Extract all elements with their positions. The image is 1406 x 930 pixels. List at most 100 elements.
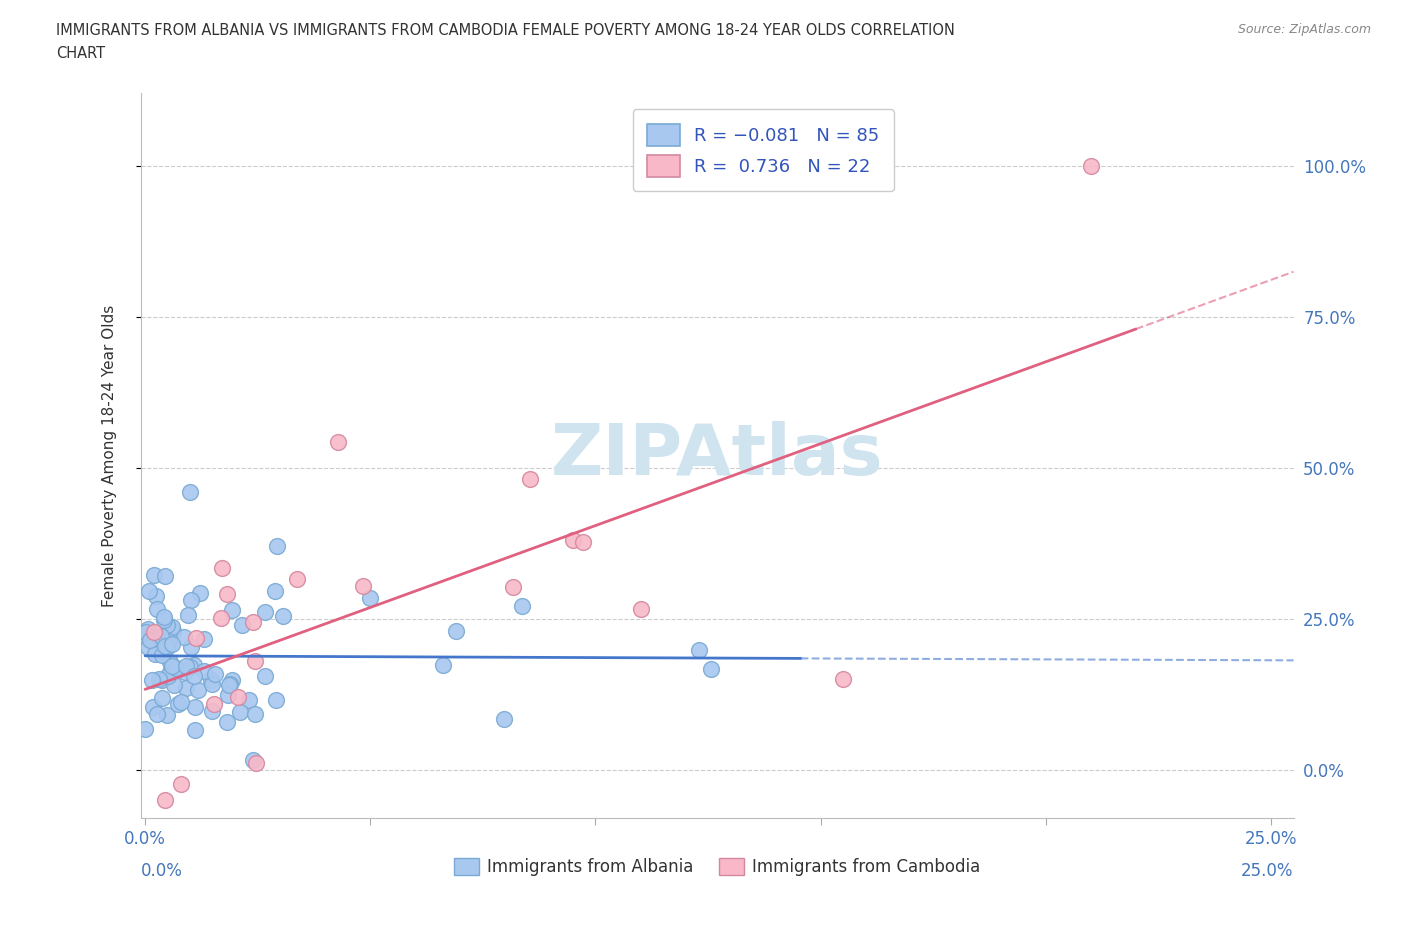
Point (156, 669, 179, 684)
Point (183, 723, 205, 737)
Point (159, 665, 181, 680)
Point (561, 533, 585, 548)
Text: Source: ZipAtlas.com: Source: ZipAtlas.com (1237, 23, 1371, 36)
Point (180, 592, 202, 607)
Point (242, 753, 264, 768)
Point (134, 722, 156, 737)
Point (149, 629, 172, 644)
Point (271, 609, 294, 624)
Point (143, 646, 166, 661)
Point (160, 658, 183, 673)
Point (211, 560, 233, 575)
Point (221, 672, 243, 687)
Point (217, 688, 239, 703)
Point (512, 599, 534, 614)
Point (326, 434, 349, 449)
Point (193, 664, 215, 679)
Point (157, 638, 180, 653)
Point (243, 707, 266, 722)
Point (193, 631, 215, 646)
Point (176, 658, 198, 673)
Point (173, 629, 195, 644)
Point (156, 708, 179, 723)
Point (180, 639, 202, 654)
Point (141, 672, 163, 687)
Point (201, 676, 224, 691)
Point (148, 671, 170, 686)
Point (352, 578, 374, 593)
Point (163, 678, 186, 693)
Point (432, 658, 454, 672)
Point (242, 615, 264, 630)
Point (238, 692, 260, 707)
Point (160, 620, 183, 635)
Point (153, 568, 176, 583)
Point (167, 697, 190, 711)
Point (688, 643, 710, 658)
Point (231, 618, 253, 632)
Point (165, 660, 187, 675)
Point (215, 715, 238, 730)
Point (444, 624, 467, 639)
Point (156, 618, 179, 632)
Point (153, 613, 176, 628)
Point (699, 661, 721, 676)
Point (142, 568, 165, 583)
Point (1080, 158, 1102, 173)
Point (145, 589, 167, 604)
Point (226, 689, 249, 704)
Point (142, 700, 165, 715)
Point (179, 659, 201, 674)
Point (215, 587, 238, 602)
Point (218, 678, 240, 693)
Point (153, 610, 176, 625)
Point (229, 704, 252, 719)
Point (201, 704, 224, 719)
Point (183, 669, 205, 684)
Point (359, 591, 381, 605)
Text: CHART: CHART (56, 46, 105, 61)
Point (174, 664, 197, 679)
Point (145, 707, 167, 722)
Point (139, 632, 162, 647)
Point (253, 669, 276, 684)
Text: 0.0%: 0.0% (141, 862, 183, 880)
Legend: Immigrants from Albania, Immigrants from Cambodia: Immigrants from Albania, Immigrants from… (447, 851, 987, 883)
Point (832, 671, 855, 686)
Point (155, 792, 177, 807)
Text: ZIPAtlas: ZIPAtlas (551, 421, 883, 490)
Point (519, 472, 541, 486)
Point (170, 777, 193, 791)
Point (150, 629, 173, 644)
Point (502, 579, 524, 594)
Text: 25.0%: 25.0% (1241, 862, 1294, 880)
Point (160, 637, 183, 652)
Point (243, 654, 266, 669)
Text: IMMIGRANTS FROM ALBANIA VS IMMIGRANTS FROM CAMBODIA FEMALE POVERTY AMONG 18-24 Y: IMMIGRANTS FROM ALBANIA VS IMMIGRANTS FR… (56, 23, 955, 38)
Point (138, 584, 160, 599)
Point (200, 672, 222, 687)
Point (630, 602, 652, 617)
Point (266, 538, 288, 553)
Point (202, 697, 225, 711)
Point (245, 755, 267, 770)
Point (136, 622, 159, 637)
Point (136, 640, 159, 655)
Point (150, 672, 173, 687)
Point (157, 633, 180, 648)
Point (156, 640, 179, 655)
Point (142, 625, 165, 640)
Point (204, 667, 226, 682)
Point (135, 625, 157, 640)
Point (184, 631, 207, 645)
Point (221, 603, 243, 618)
Point (177, 608, 200, 623)
Point (146, 602, 169, 617)
Point (184, 699, 207, 714)
Point (150, 690, 173, 705)
Point (183, 658, 205, 672)
Point (285, 572, 308, 587)
Point (150, 647, 173, 662)
Point (188, 586, 211, 601)
Point (209, 610, 232, 625)
